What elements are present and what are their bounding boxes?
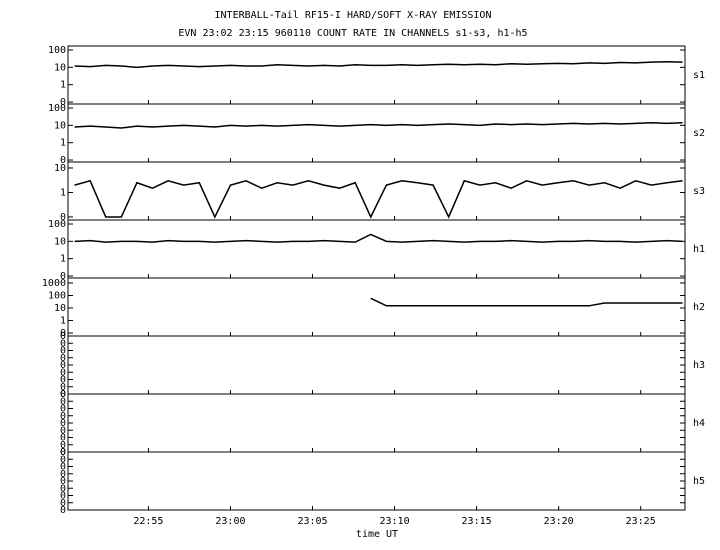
x-axis-label: time UT <box>356 529 398 540</box>
y-tick-label: 0 <box>60 328 66 339</box>
y-tick-label: 1 <box>60 80 66 91</box>
data-line <box>74 233 683 243</box>
chart-subtitle: EVN 23:02 23:15 960110 COUNT RATE IN CHA… <box>178 28 527 39</box>
y-tick-label: 0 <box>60 498 66 509</box>
data-line <box>370 297 683 307</box>
panel-frame <box>67 451 686 511</box>
y-tick-label: 0 <box>60 389 66 400</box>
y-tick-label: 0 <box>60 155 66 166</box>
y-tick-label: 100 <box>48 103 66 114</box>
data-line <box>74 122 683 129</box>
y-tick-label: 0 <box>60 367 66 378</box>
y-tick-label: 0 <box>60 389 66 400</box>
y-tick-label: 0 <box>60 338 66 349</box>
panel-frame <box>67 45 686 105</box>
panel-label: h3 <box>693 360 705 371</box>
y-tick-label: 0 <box>60 440 66 451</box>
panel-frame <box>67 161 686 221</box>
x-tick-label: 23:20 <box>544 516 574 527</box>
y-tick-label: 1 <box>60 316 66 327</box>
y-tick-label: 1 <box>60 254 66 265</box>
y-tick-label: 1 <box>60 187 66 198</box>
y-tick-label: 0 <box>60 447 66 458</box>
panel-label: s1 <box>693 70 705 81</box>
y-tick-label: 0 <box>60 505 66 516</box>
y-tick-label: 0 <box>60 418 66 429</box>
y-tick-label: 1000 <box>42 278 66 289</box>
y-tick-label: 0 <box>60 375 66 386</box>
y-tick-label: 10 <box>54 62 66 73</box>
y-tick-label: 10 <box>54 236 66 247</box>
y-tick-label: 0 <box>60 396 66 407</box>
data-line <box>74 61 683 69</box>
y-tick-label: 0 <box>60 382 66 393</box>
y-tick-label: 0 <box>60 360 66 371</box>
y-tick-label: 0 <box>60 404 66 415</box>
panel-label: h2 <box>693 302 705 313</box>
panel-frame <box>67 219 686 279</box>
y-tick-label: 0 <box>60 483 66 494</box>
chart-title: INTERBALL-Tail RF15-I HARD/SOFT X-RAY EM… <box>215 10 492 21</box>
panel-label: s3 <box>693 186 705 197</box>
panel-label: h1 <box>693 244 705 255</box>
y-tick-label: 0 <box>60 476 66 487</box>
panel-frame <box>67 103 686 163</box>
y-tick-label: 0 <box>60 491 66 502</box>
x-tick-label: 23:05 <box>297 516 327 527</box>
y-tick-label: 0 <box>60 469 66 480</box>
y-tick-label: 0 <box>60 454 66 465</box>
y-tick-label: 10 <box>54 120 66 131</box>
y-tick-label: 10 <box>54 163 66 174</box>
y-tick-label: 100 <box>48 45 66 56</box>
y-tick-label: 0 <box>60 353 66 364</box>
y-tick-label: 0 <box>60 411 66 422</box>
y-tick-label: 100 <box>48 290 66 301</box>
data-line <box>74 179 683 219</box>
y-tick-label: 0 <box>60 346 66 357</box>
y-tick-label: 1 <box>60 138 66 149</box>
x-tick-label: 23:25 <box>626 516 656 527</box>
x-tick-label: 23:10 <box>379 516 409 527</box>
y-tick-label: 0 <box>60 212 66 223</box>
y-tick-label: 0 <box>60 447 66 458</box>
y-tick-label: 100 <box>48 219 66 230</box>
x-tick-label: 23:00 <box>215 516 245 527</box>
y-tick-label: 0 <box>60 331 66 342</box>
x-tick-label: 23:15 <box>462 516 492 527</box>
panel-frame <box>67 277 686 337</box>
y-tick-label: 0 <box>60 425 66 436</box>
panel-frame <box>67 393 686 453</box>
panel-label: h5 <box>693 476 705 487</box>
panel-label: s2 <box>693 128 705 139</box>
y-tick-label: 0 <box>60 433 66 444</box>
panel-frame <box>67 335 686 395</box>
x-tick-label: 22:55 <box>133 516 163 527</box>
panel-label: h4 <box>693 418 705 429</box>
y-tick-label: 0 <box>60 97 66 108</box>
y-tick-label: 0 <box>60 462 66 473</box>
y-tick-label: 10 <box>54 303 66 314</box>
y-tick-label: 0 <box>60 271 66 282</box>
